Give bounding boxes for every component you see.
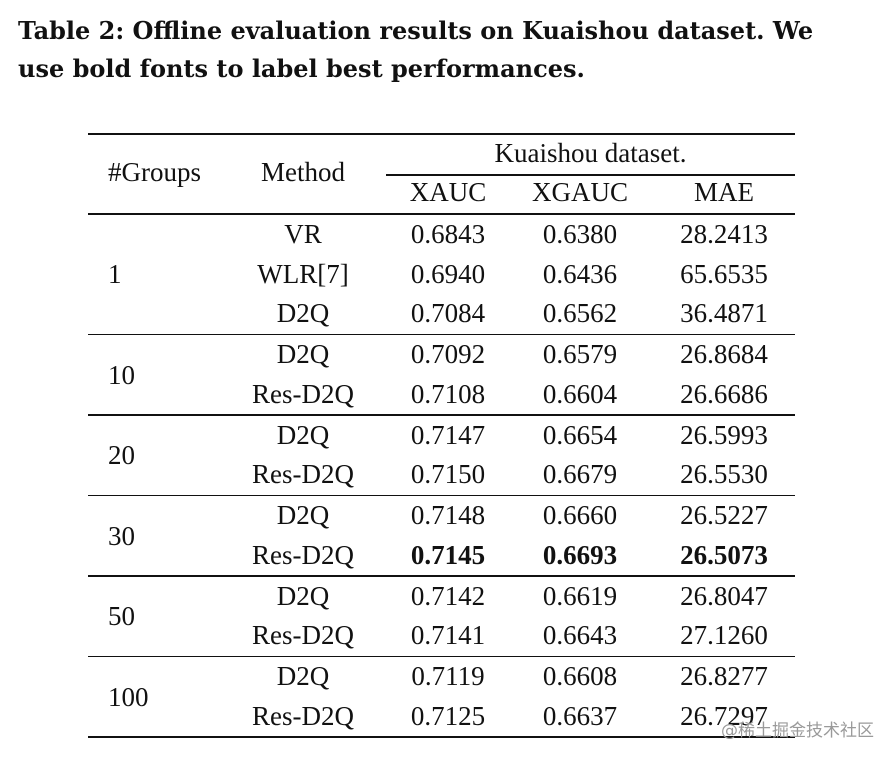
group-count-cell: 30	[108, 520, 135, 551]
method-cell: Res-D2Q	[252, 378, 354, 409]
mae-cell: 28.2413	[680, 219, 768, 249]
method-cell: D2Q	[276, 500, 330, 530]
xgauc-cell: 0.6562	[542, 298, 618, 328]
mae-cell: 26.8277	[680, 661, 768, 691]
watermark: @稀土掘金技术社区	[721, 721, 874, 741]
header-xgauc: XGAUC	[531, 177, 628, 207]
method-cell: D2Q	[276, 339, 330, 369]
method-cell: Res-D2Q	[252, 700, 354, 731]
method-cell: Res-D2Q	[252, 620, 354, 650]
top-rule	[88, 133, 795, 135]
mae-cell: 26.5227	[680, 500, 768, 530]
caption-line-2: use bold fonts to label best performance…	[18, 54, 585, 83]
xgauc-cell: 0.6654	[542, 419, 618, 450]
mae-cell: 36.4871	[680, 298, 768, 328]
mae-cell: 26.8684	[680, 339, 768, 369]
group-count-cell: 20	[108, 440, 135, 470]
mae-cell: 26.6686	[680, 378, 768, 409]
group-count-cell: 10	[108, 359, 135, 390]
group-count-cell: 50	[108, 601, 135, 631]
xgauc-cell: 0.6637	[542, 700, 618, 731]
method-cell: WLR[7]	[257, 258, 349, 289]
xauc-cell: 0.7084	[410, 298, 486, 328]
header-dataset: Kuaishou dataset.	[494, 138, 687, 168]
method-cell: Res-D2Q	[252, 539, 354, 570]
header-mae: MAE	[694, 177, 754, 207]
mae-cell: 26.8047	[680, 580, 768, 611]
group-count-cell: 100	[108, 681, 149, 712]
xauc-cell: 0.7145	[410, 539, 486, 570]
group-count-cell: 1	[108, 259, 122, 290]
xauc-cell: 0.7092	[410, 339, 486, 369]
method-cell: D2Q	[276, 661, 330, 691]
xauc-cell: 0.7125	[410, 700, 486, 731]
group-separator-rule	[88, 333, 795, 335]
mae-cell: 65.6535	[680, 258, 768, 289]
mae-cell: 26.5530	[680, 459, 768, 489]
xauc-cell: 0.7141	[410, 620, 486, 650]
header-method: Method	[261, 157, 345, 187]
caption-line-1: Table 2: Offline evaluation results on K…	[18, 16, 814, 45]
group-separator-rule	[88, 655, 795, 657]
method-cell: D2Q	[276, 419, 330, 450]
xgauc-cell: 0.6608	[542, 661, 618, 691]
xgauc-cell: 0.6380	[542, 219, 618, 249]
xauc-cell: 0.6940	[410, 258, 486, 289]
header-rule	[88, 213, 795, 215]
group-separator-rule	[88, 414, 795, 416]
group-separator-rule	[88, 494, 795, 496]
mae-cell: 27.1260	[680, 620, 768, 650]
group-separator-rule	[88, 575, 795, 577]
mae-cell: 26.5993	[680, 419, 768, 450]
mae-cell: 26.5073	[680, 539, 768, 570]
header-groups: #Groups	[108, 157, 201, 187]
xauc-cell: 0.7142	[410, 580, 486, 611]
bottom-rule	[88, 736, 795, 738]
xauc-cell: 0.7108	[410, 378, 486, 409]
xauc-cell: 0.7148	[410, 500, 486, 530]
method-cell: Res-D2Q	[252, 459, 354, 489]
xgauc-cell: 0.6643	[542, 620, 618, 650]
header-xauc: XAUC	[409, 177, 487, 207]
xgauc-cell: 0.6604	[542, 378, 618, 409]
xauc-cell: 0.6843	[410, 219, 486, 249]
results-table: #Groups Method Kuaishou dataset. XAUC XG…	[88, 133, 795, 738]
xgauc-cell: 0.6660	[542, 500, 618, 530]
xauc-cell: 0.7119	[411, 661, 485, 691]
xgauc-cell: 0.6619	[542, 580, 618, 611]
dataset-underline	[386, 174, 795, 176]
table-caption: Table 2: Offline evaluation results on K…	[18, 12, 880, 88]
method-cell: VR	[284, 219, 322, 249]
xgauc-cell: 0.6679	[542, 459, 618, 489]
xauc-cell: 0.7150	[410, 459, 486, 489]
xgauc-cell: 0.6693	[542, 539, 618, 570]
xauc-cell: 0.7147	[410, 419, 486, 450]
xgauc-cell: 0.6436	[542, 258, 618, 289]
mae-cell: 26.7297	[680, 700, 768, 731]
xgauc-cell: 0.6579	[542, 339, 618, 369]
method-cell: D2Q	[276, 580, 330, 611]
method-cell: D2Q	[276, 298, 330, 328]
